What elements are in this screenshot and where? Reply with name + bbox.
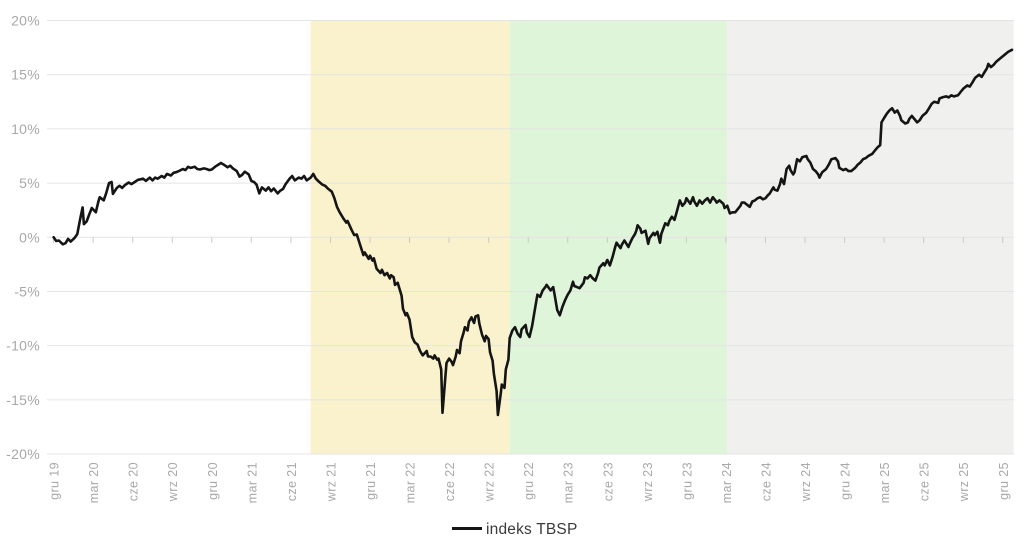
x-axis-label-cze 24: cze 24 [759, 462, 773, 501]
x-axis-label-wrz 21: wrz 21 [324, 462, 338, 502]
x-axis-label-mar 21: mar 21 [245, 462, 259, 503]
x-axis-label-gru 19: gru 19 [48, 462, 62, 500]
x-axis-label-cze 20: cze 20 [127, 462, 141, 501]
y-axis-label--15%: -15% [6, 392, 40, 408]
y-axis-label--20%: -20% [6, 446, 40, 462]
x-axis-label-cze 23: cze 23 [601, 462, 615, 501]
y-axis-label-15%: 15% [11, 67, 40, 83]
x-axis-label-gru 25: gru 25 [997, 462, 1011, 500]
x-axis-label-gru 20: gru 20 [206, 462, 220, 500]
x-axis-ticks [53, 237, 1004, 243]
x-axis-label-gru 21: gru 21 [364, 462, 378, 500]
y-axis-labels: 20% 15% 10% 5% 0% -5% -10% -15% -20% [6, 13, 40, 463]
x-axis-label-wrz 24: wrz 24 [799, 462, 813, 502]
series-layer [52, 48, 1014, 417]
x-axis-label-cze 25: cze 25 [918, 462, 932, 501]
y-axis-label-10%: 10% [11, 121, 40, 137]
y-axis-label-20%: 20% [11, 13, 40, 29]
x-axis-label-mar 25: mar 25 [878, 462, 892, 503]
x-axis-label-wrz 23: wrz 23 [641, 462, 655, 502]
x-axis-label-wrz 20: wrz 20 [166, 462, 180, 502]
series-line-indeks-tbsp [52, 48, 1014, 417]
y-axis-label--10%: -10% [6, 338, 40, 354]
x-axis-label-gru 24: gru 24 [839, 462, 853, 500]
x-axis-label-wrz 25: wrz 25 [957, 462, 971, 502]
x-axis-label-mar 20: mar 20 [87, 462, 101, 503]
y-axis-label-0%: 0% [19, 229, 40, 245]
x-axis-label-cze 22: cze 22 [443, 462, 457, 501]
y-axis-label-5%: 5% [19, 175, 40, 191]
x-axis-labels: gru 19 mar 20 cze 20 wrz 20 gru 20 mar 21 cze … [48, 462, 1011, 503]
x-axis-label-mar 23: mar 23 [562, 462, 576, 503]
legend[interactable]: indeks TBSP [452, 521, 578, 538]
legend-label: indeks TBSP [486, 521, 578, 538]
x-axis-label-gru 23: gru 23 [680, 462, 694, 500]
y-axis-label--5%: -5% [14, 283, 40, 299]
x-axis-label-wrz 22: wrz 22 [483, 462, 497, 502]
x-axis-label-mar 22: mar 22 [404, 462, 418, 503]
x-axis-label-mar 24: mar 24 [720, 462, 734, 503]
x-axis-label-gru 22: gru 22 [522, 462, 536, 500]
x-axis-label-cze 21: cze 21 [285, 462, 299, 501]
gridlines [47, 20, 1014, 455]
